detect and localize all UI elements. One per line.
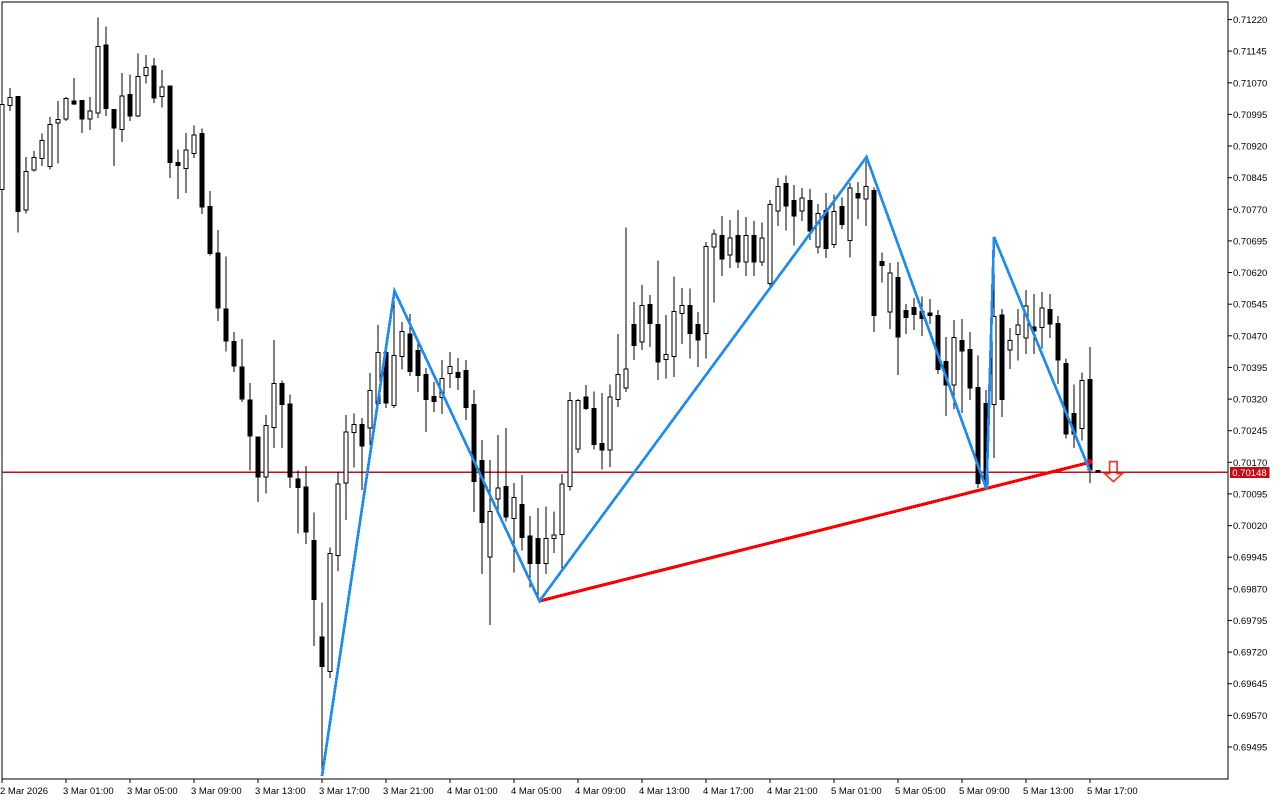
svg-text:0.70845: 0.70845 bbox=[1233, 173, 1267, 184]
svg-text:3 Mar 05:00: 3 Mar 05:00 bbox=[127, 786, 178, 797]
svg-text:0.70770: 0.70770 bbox=[1233, 205, 1267, 216]
svg-text:0.70170: 0.70170 bbox=[1233, 458, 1267, 469]
svg-text:5 Mar 17:00: 5 Mar 17:00 bbox=[1087, 786, 1138, 797]
svg-text:0.70920: 0.70920 bbox=[1233, 142, 1267, 153]
svg-text:0.69870: 0.69870 bbox=[1233, 584, 1267, 595]
svg-text:0.71145: 0.71145 bbox=[1233, 47, 1267, 58]
svg-text:3 Mar 13:00: 3 Mar 13:00 bbox=[255, 786, 306, 797]
svg-text:0.69645: 0.69645 bbox=[1233, 679, 1267, 690]
svg-text:5 Mar 05:00: 5 Mar 05:00 bbox=[895, 786, 946, 797]
svg-text:0.70695: 0.70695 bbox=[1233, 236, 1267, 247]
svg-text:0.69495: 0.69495 bbox=[1233, 743, 1267, 754]
svg-text:0.70095: 0.70095 bbox=[1233, 489, 1267, 500]
svg-text:0.71220: 0.71220 bbox=[1233, 15, 1267, 26]
svg-text:5 Mar 09:00: 5 Mar 09:00 bbox=[959, 786, 1010, 797]
svg-text:5 Mar 01:00: 5 Mar 01:00 bbox=[831, 786, 882, 797]
svg-text:0.70545: 0.70545 bbox=[1233, 300, 1267, 311]
svg-text:4 Mar 13:00: 4 Mar 13:00 bbox=[639, 786, 690, 797]
svg-text:0.70620: 0.70620 bbox=[1233, 268, 1267, 279]
svg-text:4 Mar 05:00: 4 Mar 05:00 bbox=[511, 786, 562, 797]
svg-text:0.69945: 0.69945 bbox=[1233, 553, 1267, 564]
svg-text:4 Mar 21:00: 4 Mar 21:00 bbox=[767, 786, 818, 797]
svg-text:3 Mar 09:00: 3 Mar 09:00 bbox=[191, 786, 242, 797]
svg-text:5 Mar 13:00: 5 Mar 13:00 bbox=[1023, 786, 1074, 797]
svg-text:0.70020: 0.70020 bbox=[1233, 521, 1267, 532]
svg-text:0.70320: 0.70320 bbox=[1233, 395, 1267, 406]
svg-text:3 Mar 21:00: 3 Mar 21:00 bbox=[383, 786, 434, 797]
svg-text:0.70245: 0.70245 bbox=[1233, 426, 1267, 437]
svg-text:0.69795: 0.69795 bbox=[1233, 616, 1267, 627]
svg-text:0.71070: 0.71070 bbox=[1233, 78, 1267, 89]
svg-text:4 Mar 01:00: 4 Mar 01:00 bbox=[447, 786, 498, 797]
svg-text:2 Mar 2026: 2 Mar 2026 bbox=[0, 786, 48, 797]
svg-text:0.70470: 0.70470 bbox=[1233, 331, 1267, 342]
svg-text:0.70395: 0.70395 bbox=[1233, 363, 1267, 374]
svg-text:4 Mar 09:00: 4 Mar 09:00 bbox=[575, 786, 626, 797]
svg-text:3 Mar 17:00: 3 Mar 17:00 bbox=[319, 786, 370, 797]
svg-text:0.70148: 0.70148 bbox=[1232, 468, 1266, 479]
svg-text:0.70995: 0.70995 bbox=[1233, 110, 1267, 121]
svg-text:3 Mar 01:00: 3 Mar 01:00 bbox=[63, 786, 114, 797]
svg-text:0.69720: 0.69720 bbox=[1233, 648, 1267, 659]
svg-text:4 Mar 17:00: 4 Mar 17:00 bbox=[703, 786, 754, 797]
svg-text:0.69570: 0.69570 bbox=[1233, 711, 1267, 722]
